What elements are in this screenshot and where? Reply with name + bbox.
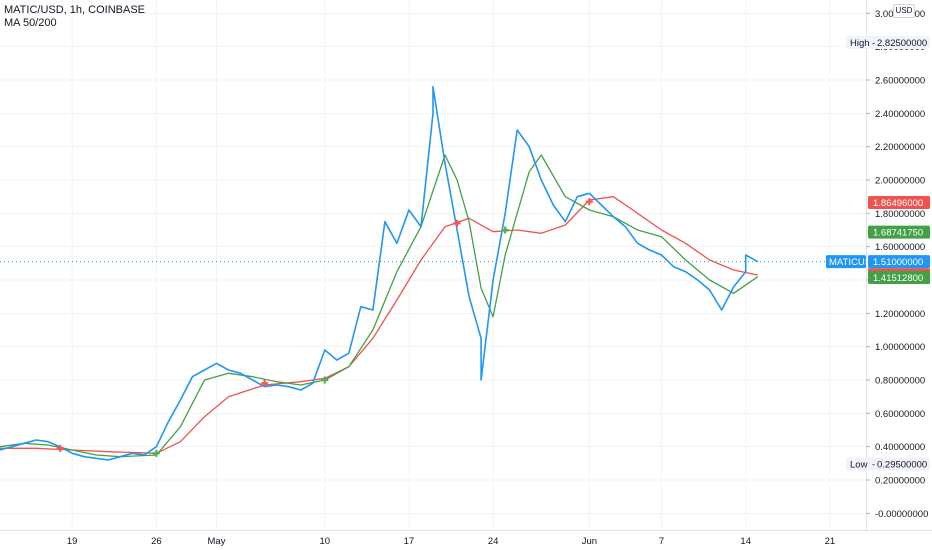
- x-tick-label: 10: [319, 536, 330, 547]
- cross-marker-down: [56, 444, 64, 452]
- price-tag-bg: [868, 225, 930, 239]
- y-tick-label: 1.80000000: [875, 209, 925, 220]
- y-tick-label: 0.20000000: [875, 476, 925, 487]
- cross-markers: [56, 198, 593, 457]
- price-tag-text: 1.41512800: [873, 273, 923, 284]
- y-tick-label: 2.20000000: [875, 142, 925, 153]
- high-label-value: 2.82500000: [877, 38, 927, 49]
- chart-series: [0, 85, 866, 461]
- y-tick-label: 2.00000000: [875, 176, 925, 187]
- x-tick-label: 26: [151, 536, 162, 547]
- price-tags: 1.864960001.687417501.431995501.41512800…: [826, 36, 930, 471]
- low-label-label: Low: [850, 460, 868, 471]
- y-tick-label: -0.00000000: [875, 509, 928, 520]
- high-label-dash: -: [872, 38, 875, 49]
- last-price-value: 1.51000000: [868, 255, 930, 269]
- x-tick-label: 14: [740, 536, 751, 547]
- price-tag: 1.86496000: [868, 196, 930, 210]
- last-price-symbol-bg: [826, 255, 866, 269]
- low-label-bg: [846, 457, 930, 471]
- chart-grid: [0, 0, 932, 531]
- x-tick-label: 19: [67, 536, 78, 547]
- high-label-label: High: [850, 38, 870, 49]
- high-label: High -2.82500000: [846, 36, 930, 49]
- price-tag: 1.41512800: [868, 270, 930, 284]
- ma50-line: [0, 154, 759, 458]
- time-axis[interactable]: 19 26 May 10 17 24 Jun 7 14 21: [67, 536, 835, 547]
- price-tag-bg: [868, 270, 930, 284]
- cross-marker-up: [321, 376, 329, 384]
- price-tag-text: 1.86496000: [873, 198, 923, 209]
- y-tick-label: 2.60000000: [875, 76, 925, 87]
- cross-marker-down: [453, 219, 461, 227]
- price-tag-bg: [868, 196, 930, 210]
- x-tick-label: Jun: [582, 536, 597, 547]
- y-tick-label: 1.60000000: [875, 242, 925, 253]
- cross-marker-down: [585, 198, 593, 206]
- last-price-value-bg: [868, 255, 930, 269]
- cross-marker-up: [152, 449, 160, 457]
- currency-button[interactable]: USD: [893, 4, 915, 18]
- x-tick-label: 21: [825, 536, 836, 547]
- x-tick-label: May: [208, 536, 226, 547]
- last-price-tag: MATICUSD: [826, 255, 878, 269]
- y-tick-label: 0.40000000: [875, 442, 925, 453]
- price-line: [0, 85, 759, 461]
- y-tick-label: 0.80000000: [875, 376, 925, 387]
- low-label-value: 0.29500000: [877, 460, 927, 471]
- ma200-line: [0, 196, 758, 454]
- y-tick-label: 2.40000000: [875, 109, 925, 120]
- y-tick-label: 0.60000000: [875, 409, 925, 420]
- high-label-bg: [846, 36, 930, 49]
- chart-title: MATIC/USD, 1h, COINBASE: [4, 4, 145, 16]
- x-tick-label: 17: [404, 536, 415, 547]
- y-tick-label: 1.00000000: [875, 342, 925, 353]
- low-label-dash: -: [872, 460, 875, 471]
- cross-marker-down: [261, 379, 269, 387]
- last-price-symbol: MATICUSD: [829, 257, 878, 268]
- y-tick-label: 1.20000000: [875, 309, 925, 320]
- indicator-label[interactable]: MA 50/200: [4, 17, 57, 29]
- x-tick-label: 24: [488, 536, 499, 547]
- low-label: Low -0.29500000: [846, 457, 930, 471]
- last-price-value-text: 1.51000000: [873, 257, 923, 268]
- x-tick-label: 7: [659, 536, 664, 547]
- price-tag: 1.68741750: [868, 225, 930, 239]
- price-tag-text: 1.68741750: [873, 228, 923, 239]
- cross-marker-up: [501, 226, 509, 234]
